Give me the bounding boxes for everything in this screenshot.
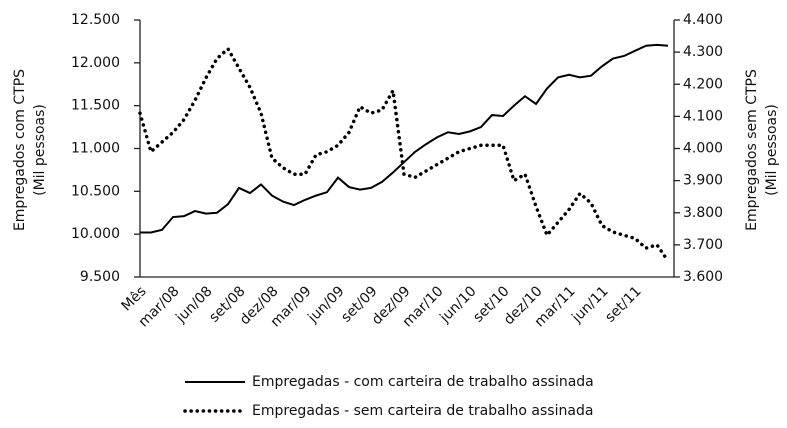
x-tick-label: jun/09 (304, 283, 347, 326)
y2-tick-label: 4.400 (683, 12, 723, 28)
y2-tick-label: 4.100 (683, 108, 723, 124)
x-tick-label: jun/11 (568, 283, 611, 326)
y2-tick-label: 3.600 (683, 269, 723, 285)
y2-tick-label: 4.000 (683, 141, 723, 157)
y-axis-title: (Mil pessoas) (32, 104, 48, 196)
y-tick-label: 11.000 (71, 141, 120, 157)
x-tick-label: jun/08 (172, 283, 215, 326)
y2-tick-label: 3.700 (683, 237, 723, 253)
y-tick-label: 12.000 (71, 55, 120, 71)
series-line (138, 46, 670, 263)
y-tick-label: 10.000 (71, 226, 120, 242)
y2-tick-label: 3.800 (683, 205, 723, 221)
y-tick-label: 12.500 (71, 12, 120, 28)
legend-label: Empregadas - sem carteira de trabalho as… (252, 403, 593, 419)
series-line (140, 43, 669, 234)
y-axis-title: Empregados com CTPS (12, 69, 28, 231)
y2-axis-title: (Mil pessoas) (764, 104, 780, 196)
y-tick-label: 9.500 (80, 269, 120, 285)
y2-tick-label: 4.200 (683, 76, 723, 92)
x-tick-label: jun/10 (436, 283, 479, 326)
y-tick-label: 11.500 (71, 98, 120, 114)
x-tick-label: set/11 (602, 283, 644, 325)
y2-tick-label: 4.300 (683, 44, 723, 60)
y-tick-label: 10.500 (71, 183, 120, 199)
legend-label: Empregadas - com carteira de trabalho as… (252, 374, 594, 390)
y2-tick-label: 3.900 (683, 173, 723, 189)
y2-axis-title: Empregados sem CTPS (744, 69, 760, 231)
